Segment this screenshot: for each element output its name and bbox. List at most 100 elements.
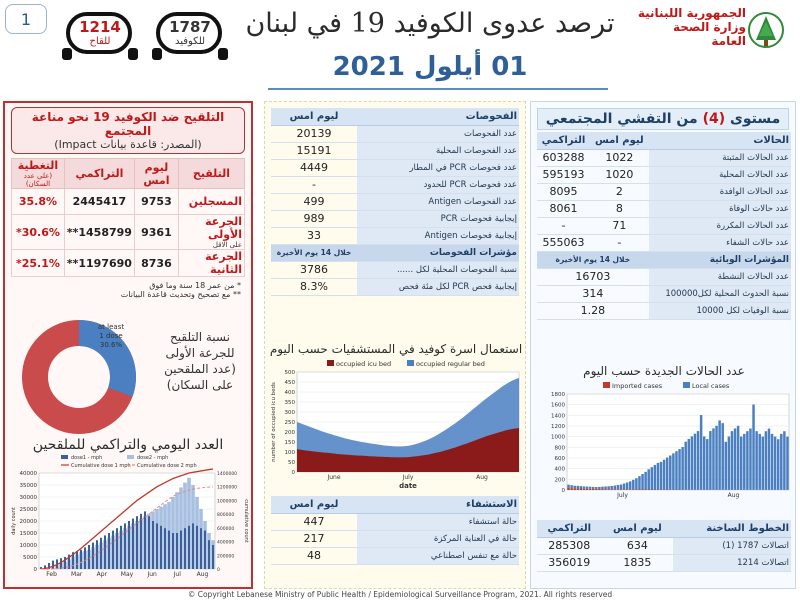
y-tick-label: 50 [288, 460, 295, 466]
dose1-bar [44, 565, 46, 569]
cases-cumulative-cell: 555063 [537, 234, 590, 252]
cases-row: 8095 2 عدد الحالات الوافدة [537, 183, 791, 201]
epi-row: 16703 عدد الحالات النشطة [537, 268, 791, 286]
cases-label-cell: عدد حالات الشفاء [648, 234, 791, 252]
y2-tick-label: 800000 [217, 512, 234, 518]
vaccination-title-box: التلقيح ضد الكوفيد 19 نحو مناعة المجتمع … [11, 107, 245, 154]
cases-cumulative-cell: 8061 [537, 200, 590, 218]
local-cases-bar [764, 431, 768, 490]
dose1-bar [120, 525, 122, 569]
local-cases-bar [727, 436, 731, 490]
dose1-bar [88, 545, 90, 569]
y2-tick-label: 600000 [217, 526, 234, 532]
dose1-bar [140, 513, 142, 569]
y-tick-label: 300 [285, 410, 296, 416]
donut-first-dose-slice [78, 320, 136, 397]
dose2-bar [175, 492, 179, 569]
dose1-bar [168, 530, 170, 569]
local-cases-bar [641, 474, 644, 490]
y2-tick-label: 0 [217, 567, 220, 573]
y-tick-label: 1600 [551, 403, 565, 409]
imported-cases-bar [582, 488, 586, 490]
vax-header-vaccination: التلقيح [177, 158, 246, 189]
tests-label-cell: عدد الفحوصات [357, 125, 519, 143]
imported-cases-bar [598, 489, 601, 490]
first-dose-donut-chart: at least 1 dose 30.6% [22, 320, 136, 434]
x-tick-label: Aug [476, 474, 488, 481]
dose1-bar [52, 560, 54, 569]
local-cases-bar [576, 485, 580, 489]
legend-local-label: Local cases [692, 382, 730, 390]
tests-row: 15191 عدد الفحوصات المحلية [271, 142, 519, 160]
local-cases-bar [699, 415, 703, 490]
cases-label-cell: عدد الحالات المثبتة [648, 149, 791, 167]
plot-area [566, 393, 790, 491]
dose1-bar [116, 528, 118, 569]
cases-yesterday-cell: 71 [590, 217, 649, 235]
tests-value-cell: 499 [271, 193, 357, 211]
hospital-table: ليوم امس الاستشفاء 447 حالة استشفاء 217 حال… [271, 496, 519, 565]
epi-row: 1.28 نسبة الوفيات لكل 10000 [537, 302, 791, 320]
imported-cases-bar [625, 489, 629, 490]
tests-label-cell: إيجابية فحوصات PCR [357, 210, 519, 228]
x-tick-label: Jul [173, 571, 182, 578]
dose1-bar [144, 511, 146, 569]
imported-cases-bar [638, 489, 641, 490]
table-row: الجرعة الثانية 8736 1197690** 25.1%* [11, 249, 246, 277]
local-cases-bar [690, 436, 694, 490]
donut-label-line2: 1 dose [99, 332, 122, 340]
tests-value-cell: 989 [271, 210, 357, 228]
epi-row: 314 نسبة الحدوث المحلية لكل100000 [537, 285, 791, 303]
local-cases-bar [595, 487, 598, 489]
local-cases-bar [635, 478, 638, 490]
local-cases-bar [662, 459, 666, 490]
dose1-bar [156, 523, 158, 569]
dose1-bar [76, 551, 78, 569]
vaccination-title: التلقيح ضد الكوفيد 19 نحو مناعة المجتمع [31, 110, 225, 138]
hotlines-table: التراكمي ليوم امس الخطوط الساخنة 285308 6… [537, 520, 791, 572]
local-cases-bar [613, 485, 617, 490]
local-cases-bar [752, 404, 755, 490]
dose2-bar [179, 487, 183, 569]
local-cases-bar [749, 428, 752, 490]
legend-swatch [61, 455, 68, 459]
dose1-bar [148, 516, 150, 569]
dose1-bar [100, 537, 102, 569]
hotlines-header-label: الخطوط الساخنة [673, 520, 791, 538]
vaccination-note-2: ** مع تصحيح وتحديث قاعدة البيانات [120, 290, 241, 299]
x-tick-label: Feb [46, 571, 57, 578]
hotlines-row: 285308 634 اتصالات 1787 (1) [537, 537, 791, 555]
y-tick-label: 600 [555, 456, 566, 462]
y-tick-label: 0 [292, 470, 296, 476]
hotline-covid-caption: للكوفيد [174, 36, 206, 47]
legend-label: dose1 - mph [71, 455, 102, 461]
dose1-bar [132, 518, 134, 569]
cases-yesterday-cell: - [590, 234, 649, 252]
y-tick-label: 10000 [20, 543, 38, 549]
epi-value-cell: 1.28 [537, 302, 649, 320]
local-cases-bar [702, 436, 706, 490]
dose1-bar [180, 530, 182, 569]
vax-header-cumulative: التراكمي [63, 158, 135, 189]
y-tick-label: 100 [285, 450, 296, 456]
local-cases-bar [650, 467, 654, 490]
local-cases-bar [755, 431, 758, 490]
epi-value-cell: 314 [537, 285, 649, 303]
hospital-beds-chart: 0 50 100 150 200 250 300 350 400 450 500 June July Au… [271, 360, 520, 490]
legend-icu-swatch [327, 360, 334, 366]
y-tick-label: 20000 [20, 519, 38, 525]
x-tick-label: July [402, 474, 414, 481]
y-tick-label: 0 [34, 567, 38, 573]
dose1-bar [72, 552, 74, 569]
cases-cumulative-cell: - [537, 217, 590, 235]
hotlines-yesterday-cell: 1835 [601, 554, 674, 572]
header-divider [268, 88, 608, 90]
dose1-bar [200, 528, 202, 569]
tests-label-cell: عدد الفحوصات Antigen [357, 193, 519, 211]
cumulative-dose2-line [41, 486, 214, 570]
hospital-header-value: ليوم امس [271, 496, 357, 514]
y-tick-label: 40000 [20, 471, 38, 477]
local-cases-bar [582, 486, 586, 489]
tests-value-cell: - [271, 176, 357, 194]
x-tick-label: Apr [97, 571, 108, 578]
